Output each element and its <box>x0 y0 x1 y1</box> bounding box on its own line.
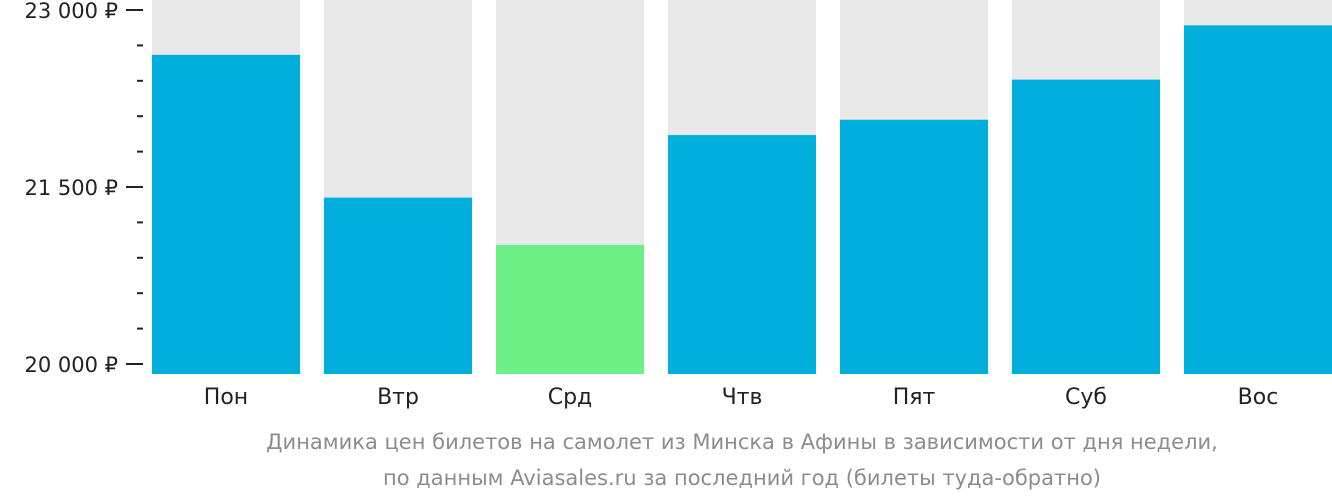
x-tick-label: Пон <box>204 385 248 410</box>
bar <box>840 119 988 375</box>
x-tick-label: Втр <box>377 385 419 410</box>
x-tick-label: Чтв <box>722 385 763 410</box>
x-tick-label: Суб <box>1065 385 1107 410</box>
x-tick-label: Срд <box>548 385 593 410</box>
chart-caption-line-2: по данным Aviasales.ru за последний год … <box>383 466 1101 490</box>
y-tick-label: 20 000 ₽ <box>24 353 118 377</box>
y-tick-label: 23 000 ₽ <box>24 0 118 23</box>
bar <box>496 244 644 374</box>
bar <box>152 54 300 375</box>
bar <box>324 197 472 374</box>
bar <box>1184 25 1332 375</box>
y-tick-label: 21 500 ₽ <box>24 176 118 200</box>
bar <box>1012 79 1160 375</box>
chart-caption-line-1: Динамика цен билетов на самолет из Минск… <box>266 430 1218 454</box>
x-tick-label: Вос <box>1238 385 1279 410</box>
bar <box>668 135 816 374</box>
price-by-weekday-chart: 20 000 ₽ 21 500 ₽ 23 000 ₽ Пон Втр Срд Чтв Пят С… <box>24 0 1332 410</box>
x-tick-label: Пят <box>893 385 936 410</box>
